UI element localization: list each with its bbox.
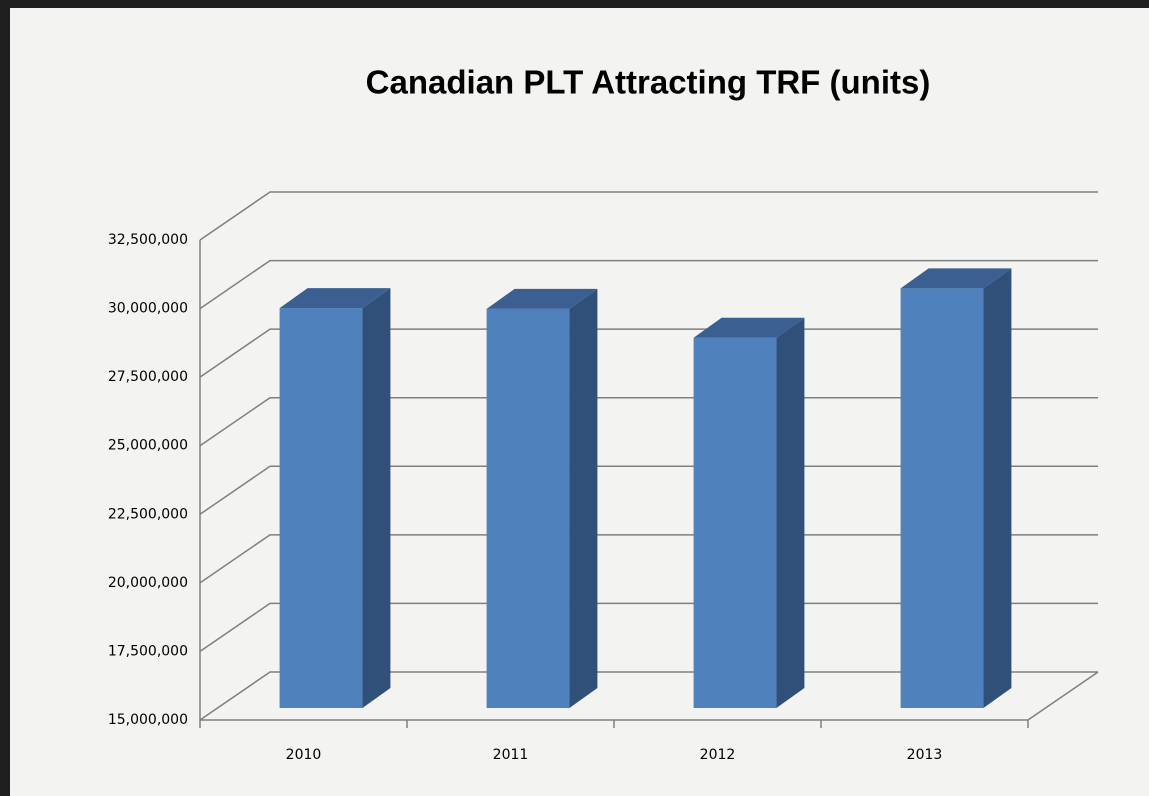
bar-top (900, 268, 1012, 289)
bar-side (569, 288, 598, 708)
bar (693, 337, 777, 708)
bar-side (983, 268, 1012, 708)
y-tick-label: 30,000,000 (108, 301, 188, 317)
grid-line (199, 534, 1098, 584)
grid-line (199, 602, 1098, 653)
bar (900, 288, 984, 708)
y-tick-label: 17,500,000 (108, 643, 188, 659)
chart-title: Canadian PLT Attracting TRF (units) (366, 64, 931, 101)
x-tick-label: 2013 (907, 747, 943, 763)
x-tick-label: 2011 (493, 747, 529, 763)
grid-line (199, 465, 1098, 515)
y-tick-label: 27,500,000 (108, 369, 188, 385)
bar (486, 308, 570, 708)
grid-line (199, 191, 1098, 241)
grid-line (199, 396, 1098, 447)
bar-top (279, 288, 391, 309)
bar (279, 308, 363, 708)
x-tick-label: 2012 (700, 747, 736, 763)
bar-side (362, 288, 391, 708)
grid-line (199, 259, 1098, 310)
y-tick-label: 25,000,000 (108, 438, 188, 454)
grid-line (199, 671, 1098, 721)
bar-side (776, 317, 805, 708)
bar-top (486, 288, 598, 309)
y-tick-label: 20,000,000 (108, 575, 188, 591)
y-tick-label: 22,500,000 (108, 506, 188, 522)
grid-line (199, 328, 1098, 378)
bar-top (693, 317, 805, 338)
y-tick-label: 15,000,000 (108, 712, 188, 728)
y-tick-label: 32,500,000 (108, 232, 188, 248)
x-tick-label: 2010 (286, 747, 322, 763)
